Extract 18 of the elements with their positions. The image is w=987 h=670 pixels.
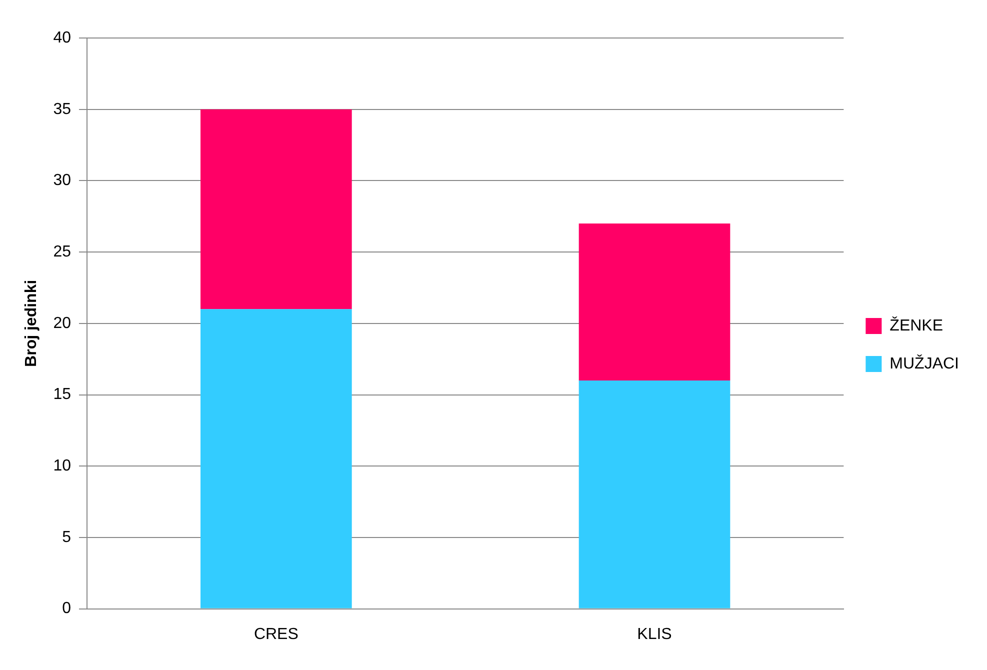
bar [578,224,730,380]
y-tick-label: 15 [53,386,72,404]
bar [200,309,352,608]
bar [578,380,730,608]
y-tick-label: 25 [53,243,72,260]
y-tick-label: 0 [62,600,72,618]
x-tick-label: CRES [254,626,298,643]
y-tick-label: 40 [53,29,72,46]
bar [200,109,352,310]
legend-label: ŽENKE [890,316,944,334]
y-tick-label: 5 [62,528,72,546]
y-tick-label: 20 [53,314,72,332]
y-axis-title: Broj jedinki [23,280,40,367]
legend-label: MUŽJACI [890,354,959,372]
x-tick-label: KLIS [637,626,672,643]
y-tick-label: 10 [53,458,72,475]
y-tick-label: 30 [53,172,72,190]
y-tick-label: 35 [53,100,72,118]
